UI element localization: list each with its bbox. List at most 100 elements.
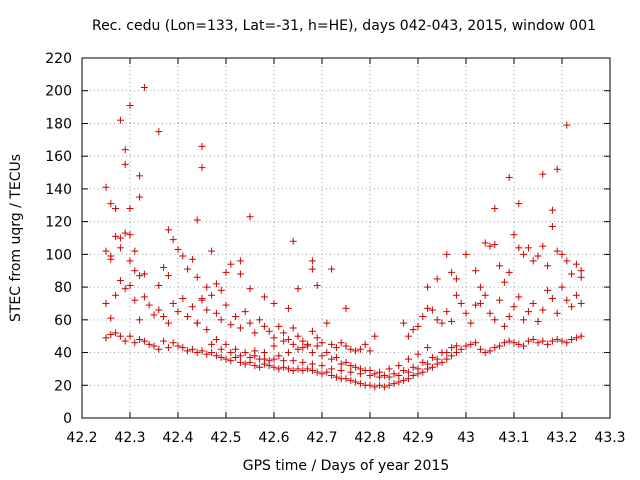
data-point xyxy=(332,373,340,381)
y-tick-label: 220 xyxy=(45,51,72,67)
data-point xyxy=(107,314,115,322)
x-tick-label: 42.2 xyxy=(66,430,97,446)
data-point xyxy=(395,371,403,379)
data-point xyxy=(472,301,480,309)
data-point xyxy=(217,345,225,353)
data-point xyxy=(409,326,417,334)
data-point xyxy=(270,342,278,350)
data-point xyxy=(577,332,585,340)
data-point xyxy=(198,164,206,172)
data-point xyxy=(270,355,278,363)
data-point xyxy=(404,375,412,383)
x-tick-label: 43.1 xyxy=(498,430,529,446)
data-point xyxy=(299,344,307,352)
data-point xyxy=(164,226,172,234)
data-point xyxy=(304,340,312,348)
data-point xyxy=(169,339,177,347)
data-point xyxy=(121,285,129,293)
data-point xyxy=(241,349,249,357)
data-point xyxy=(188,255,196,263)
data-point xyxy=(294,285,302,293)
data-point xyxy=(318,370,326,378)
data-point xyxy=(227,321,235,329)
data-point xyxy=(472,267,480,275)
data-point xyxy=(308,265,316,273)
data-point xyxy=(203,326,211,334)
data-point xyxy=(275,365,283,373)
data-point xyxy=(510,303,518,311)
data-point xyxy=(289,357,297,365)
data-point xyxy=(510,339,518,347)
data-point xyxy=(505,268,513,276)
data-point xyxy=(251,362,259,370)
data-point xyxy=(491,316,499,324)
data-point xyxy=(140,83,148,91)
data-point xyxy=(462,342,470,350)
data-point xyxy=(232,345,240,353)
data-point xyxy=(136,193,144,201)
data-point xyxy=(568,335,576,343)
data-point xyxy=(308,257,316,265)
data-point xyxy=(385,373,393,381)
data-point xyxy=(155,345,163,353)
data-point xyxy=(414,322,422,330)
data-point xyxy=(203,306,211,314)
data-point xyxy=(366,347,374,355)
data-point xyxy=(131,339,139,347)
data-point xyxy=(131,296,139,304)
data-point xyxy=(208,291,216,299)
data-point xyxy=(260,322,268,330)
data-point xyxy=(400,367,408,375)
data-point xyxy=(376,368,384,376)
data-point xyxy=(227,260,235,268)
data-point xyxy=(500,339,508,347)
data-point xyxy=(452,342,460,350)
y-axis-label: STEC from uqrg / TECUs xyxy=(8,154,24,322)
data-point xyxy=(505,173,513,181)
data-point xyxy=(155,306,163,314)
data-point xyxy=(577,267,585,275)
data-point xyxy=(236,270,244,278)
data-point xyxy=(179,344,187,352)
data-point xyxy=(409,371,417,379)
data-point xyxy=(515,340,523,348)
data-point xyxy=(356,365,364,373)
data-point xyxy=(572,334,580,342)
data-point xyxy=(284,349,292,357)
data-point xyxy=(112,205,120,213)
data-point xyxy=(155,281,163,289)
data-point xyxy=(529,335,537,343)
data-point xyxy=(323,319,331,327)
y-tick-label: 100 xyxy=(45,247,72,263)
data-point xyxy=(548,206,556,214)
data-point xyxy=(481,239,489,247)
data-point xyxy=(256,355,264,363)
data-point xyxy=(107,252,115,260)
data-point xyxy=(121,146,129,154)
data-point xyxy=(433,275,441,283)
data-point xyxy=(347,362,355,370)
data-point xyxy=(299,337,307,345)
data-point xyxy=(491,344,499,352)
data-point xyxy=(539,170,547,178)
data-point xyxy=(160,263,168,271)
data-point xyxy=(390,380,398,388)
data-point xyxy=(428,306,436,314)
data-point xyxy=(467,340,475,348)
data-point xyxy=(448,268,456,276)
data-point xyxy=(222,301,230,309)
data-point xyxy=(289,324,297,332)
data-point xyxy=(424,344,432,352)
data-point xyxy=(558,250,566,258)
data-point xyxy=(356,380,364,388)
data-point xyxy=(419,358,427,366)
data-point xyxy=(174,245,182,253)
data-point xyxy=(342,304,350,312)
data-point xyxy=(150,342,158,350)
data-point xyxy=(116,277,124,285)
data-point xyxy=(102,247,110,255)
y-tick-label: 40 xyxy=(54,346,72,362)
data-point xyxy=(102,183,110,191)
data-point xyxy=(390,370,398,378)
data-point xyxy=(217,316,225,324)
